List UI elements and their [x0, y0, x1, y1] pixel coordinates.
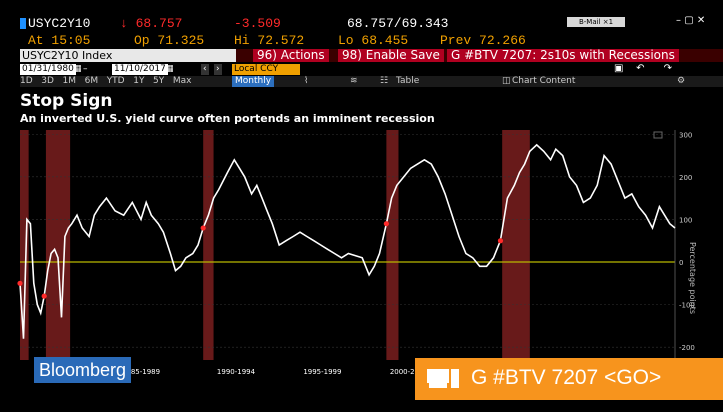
chart-subheadline: An inverted U.S. yield curve often porte…: [20, 112, 435, 125]
y-tick-label: 0: [679, 259, 683, 267]
x-tick-label: 2000-2004: [389, 368, 428, 376]
maximize-icon[interactable]: ▢: [684, 15, 694, 26]
recession-band: [45, 130, 71, 360]
prev-period-button[interactable]: ‹: [201, 64, 209, 75]
date-separator: –: [83, 64, 88, 74]
table-icon[interactable]: ☷: [380, 76, 389, 86]
keyboard-icon: [427, 369, 459, 388]
chart-content-button[interactable]: Chart Content: [512, 76, 576, 86]
chart-toolbar: Monthly ⌇ ≋ ☷ Table ◫ Chart Content ⚙: [20, 76, 723, 87]
recession-marker: [17, 280, 23, 286]
range-1y[interactable]: 1Y: [133, 76, 145, 86]
open-label: Op 71.325: [134, 33, 205, 48]
prev-caption: Prev: [440, 33, 472, 48]
currency-select[interactable]: Local CCY: [232, 64, 300, 75]
high-label: Hi 72.572: [234, 33, 305, 48]
y-tick-label: -100: [679, 302, 695, 310]
y-tick-label: -200: [679, 344, 695, 352]
time-label: At 15:05: [28, 33, 91, 48]
range-1d[interactable]: 1D: [20, 76, 33, 86]
recession-band: [502, 130, 530, 360]
recession-marker: [383, 221, 389, 227]
last-price: ↓ 68.757: [120, 16, 182, 31]
toolbar-icons-right: ▣ ↶ ↷: [614, 63, 672, 74]
headline-button[interactable]: G #BTV 7207: 2s10s with Recessions: [447, 49, 679, 62]
go-command-text: G #BTV 7207 <GO>: [471, 366, 662, 389]
recession-marker: [497, 238, 504, 244]
enable-save-button[interactable]: 98) Enable Save: [338, 49, 444, 62]
recession-band: [203, 130, 214, 360]
period-select[interactable]: Monthly: [232, 76, 275, 87]
yield-curve-chart: 300 200 100 0 -100 -200 Percentage points: [17, 130, 697, 360]
redo-icon[interactable]: ↷: [663, 63, 673, 74]
chart-type-icon[interactable]: ⌇: [304, 76, 309, 86]
range-buttons: 1D 3D 1M 6M YTD 1Y 5Y Max: [20, 76, 191, 87]
plot-area: [20, 130, 675, 360]
settings-icon[interactable]: ⚙: [677, 76, 686, 86]
calendar-icon[interactable]: ▦: [73, 64, 82, 74]
y-tick-label: 100: [679, 216, 692, 224]
x-tick-label: 1985-1989: [121, 368, 161, 376]
actions-button[interactable]: 96) Actions: [253, 49, 329, 62]
chart-menu-icon[interactable]: [653, 131, 663, 139]
price-change: -3.509: [234, 16, 281, 31]
next-period-button[interactable]: ›: [214, 64, 222, 75]
recession-band: [386, 130, 399, 360]
y-axis-label: Percentage points: [688, 242, 697, 314]
mail-button[interactable]: B-Mail ×1: [567, 17, 625, 27]
y-tick-label: 300: [679, 131, 692, 139]
x-axis-labels: 1985-1989 1990-1994 1995-1999 2000-2004: [0, 366, 428, 380]
prev-value: 72.266: [479, 33, 526, 48]
y-tick-label: 200: [679, 174, 692, 182]
last-value: 68.757: [135, 16, 183, 31]
window-controls[interactable]: – ▢ ✕: [676, 15, 705, 26]
compare-icon[interactable]: ≋: [350, 76, 358, 86]
start-date-field[interactable]: 01/31/1980: [20, 64, 76, 75]
range-1m[interactable]: 1M: [62, 76, 77, 86]
recession-band: [20, 130, 29, 360]
x-tick-label: 1995-1999: [303, 368, 342, 376]
calendar-icon[interactable]: ▦: [165, 64, 174, 74]
range-max[interactable]: Max: [172, 76, 192, 86]
down-arrow-icon: ↓: [120, 16, 128, 31]
command-bar: USYC2Y10 Index 96) Actions 98) Enable Sa…: [20, 49, 723, 62]
undo-icon[interactable]: ↶: [636, 63, 645, 74]
ticker-color-block: [20, 18, 26, 29]
x-tick-label: 1990-1994: [216, 368, 256, 376]
bloomberg-logo: Bloomberg: [34, 357, 132, 383]
security-field[interactable]: USYC2Y10 Index: [20, 49, 236, 62]
display-icon[interactable]: ▣: [614, 63, 624, 74]
bid-ask: 68.757/69.343: [347, 16, 449, 31]
chart-headline: Stop Sign: [20, 91, 113, 111]
ticker-label[interactable]: USYC2Y10: [28, 16, 91, 31]
table-button[interactable]: Table: [396, 76, 420, 86]
series-line: [19, 143, 676, 339]
minimize-icon[interactable]: –: [676, 15, 681, 26]
range-6m[interactable]: 6M: [84, 76, 99, 86]
range-3d[interactable]: 3D: [41, 76, 54, 86]
go-prompt-bar: G #BTV 7207 <GO>: [415, 358, 723, 400]
prev-label: Prev 72.266: [440, 33, 526, 48]
recession-marker: [200, 225, 206, 231]
low-label: Lo 68.455: [338, 33, 409, 48]
chart-content-icon[interactable]: ◫: [502, 76, 511, 86]
range-ytd[interactable]: YTD: [106, 76, 125, 86]
close-icon[interactable]: ✕: [696, 15, 706, 26]
recession-marker: [41, 293, 47, 299]
range-5y[interactable]: 5Y: [153, 76, 165, 86]
end-date-field[interactable]: 11/10/2017: [112, 64, 168, 75]
